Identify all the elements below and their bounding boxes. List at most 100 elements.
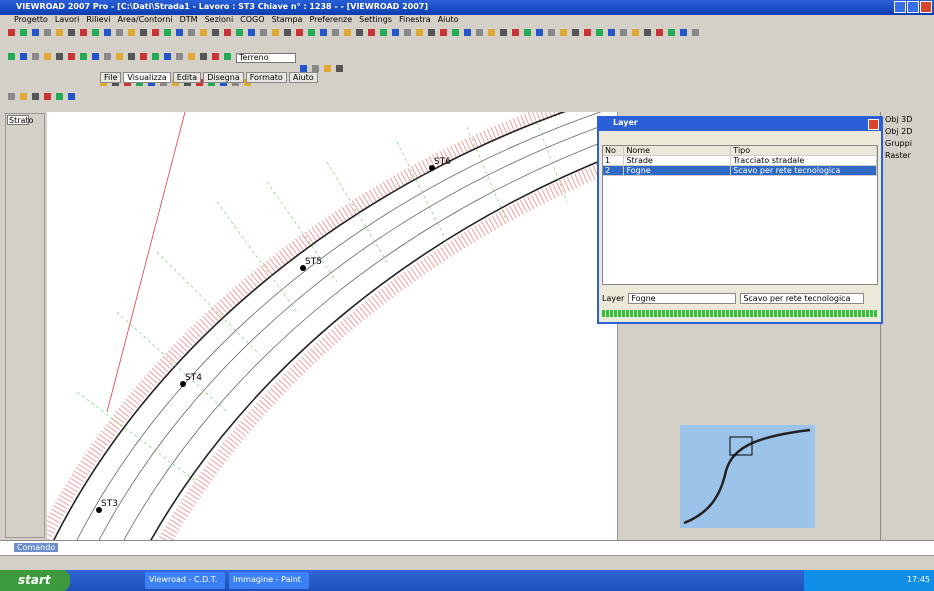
toolbar-icon[interactable] [296, 29, 303, 36]
toolbar-icon[interactable] [380, 29, 387, 36]
toolbar-icon[interactable] [428, 29, 435, 36]
toolbar-icon[interactable] [32, 53, 39, 60]
toolbar-icon[interactable] [308, 29, 315, 36]
toolbar-icon[interactable] [44, 93, 51, 100]
toolbar-icon[interactable] [260, 29, 267, 36]
toolbar-icon[interactable] [8, 29, 15, 36]
toolbar-icon[interactable] [128, 53, 135, 60]
toolbar-icon[interactable] [476, 29, 483, 36]
toolbar-icon[interactable] [224, 53, 231, 60]
toolbar-icon[interactable] [312, 65, 319, 72]
toolbar-icon[interactable] [596, 29, 603, 36]
toolbar-icon[interactable] [20, 53, 27, 60]
toolbar-icon[interactable] [116, 53, 123, 60]
toolbar-icon[interactable] [32, 29, 39, 36]
toolbar-icon[interactable] [188, 53, 195, 60]
toolbar-icon[interactable] [284, 29, 291, 36]
toolbar-icon[interactable] [212, 29, 219, 36]
menu-item[interactable]: COGO [240, 15, 264, 27]
toolbar-icon[interactable] [56, 93, 63, 100]
toolbar-icon[interactable] [392, 29, 399, 36]
toolbar-icon[interactable] [8, 93, 15, 100]
tab[interactable]: Aiuto [289, 72, 318, 83]
edit-name[interactable]: Fogne [628, 293, 736, 304]
toolbar-icon[interactable] [236, 29, 243, 36]
toolbar-icon[interactable] [44, 29, 51, 36]
toolbar-icon[interactable] [164, 53, 171, 60]
menu-item[interactable]: Lavori [55, 15, 80, 27]
toolbar-icon[interactable] [440, 29, 447, 36]
toolbar-icon[interactable] [20, 93, 27, 100]
close[interactable] [920, 1, 932, 13]
toolbar-icon[interactable] [344, 29, 351, 36]
toolbar-icon[interactable] [44, 53, 51, 60]
toolbar-icon[interactable] [164, 29, 171, 36]
toolbar-icon[interactable] [404, 29, 411, 36]
menu-item[interactable]: DTM [180, 15, 198, 27]
toolbar-icon[interactable] [116, 29, 123, 36]
tab[interactable]: Visualizza [123, 72, 170, 83]
toolbar-icon[interactable] [680, 29, 687, 36]
menu-item[interactable]: Sezioni [205, 15, 234, 27]
toolbar-icon[interactable] [8, 53, 15, 60]
dialog-close[interactable] [868, 119, 879, 130]
menu-item[interactable]: Finestra [399, 15, 431, 27]
toolbar-icon[interactable] [332, 29, 339, 36]
toolbar-icon[interactable] [668, 29, 675, 36]
toolbar-icon[interactable] [336, 65, 343, 72]
toolbar-icon[interactable] [188, 29, 195, 36]
toolbar-icon[interactable] [572, 29, 579, 36]
toolbar-icon[interactable] [608, 29, 615, 36]
toolbar-icon[interactable] [56, 53, 63, 60]
toolbar-icon[interactable] [80, 29, 87, 36]
panel-item[interactable]: Obj 3D [885, 114, 930, 126]
toolbar-icon[interactable] [584, 29, 591, 36]
toolbar-icon[interactable] [92, 53, 99, 60]
toolbar-icon[interactable] [464, 29, 471, 36]
toolbar-icon[interactable] [548, 29, 555, 36]
toolbar-icon[interactable] [140, 53, 147, 60]
maximize[interactable] [907, 1, 919, 13]
menu-item[interactable]: Area/Contorni [117, 15, 172, 27]
toolbar-icon[interactable] [80, 53, 87, 60]
toolbar-icon[interactable] [500, 29, 507, 36]
toolbar-icon[interactable] [488, 29, 495, 36]
toolbar-icon[interactable] [224, 29, 231, 36]
toolbar-icon[interactable] [644, 29, 651, 36]
toolbar-icon[interactable] [272, 29, 279, 36]
toolbar-icon[interactable] [104, 29, 111, 36]
toolbar-icon[interactable] [20, 29, 27, 36]
edit-type[interactable]: Scavo per rete tecnologica [740, 293, 864, 304]
toolbar-icon[interactable] [300, 65, 307, 72]
toolbar-icon[interactable] [176, 29, 183, 36]
menu-item[interactable]: Preferenze [309, 15, 352, 27]
toolbar-icon[interactable] [324, 65, 331, 72]
toolbar-icon[interactable] [200, 53, 207, 60]
start-button[interactable]: start [0, 570, 70, 591]
toolbar-icon[interactable] [152, 29, 159, 36]
toolbar-icon[interactable] [560, 29, 567, 36]
toolbar-icon[interactable] [176, 53, 183, 60]
menu-item[interactable]: Aiuto [438, 15, 459, 27]
tab[interactable]: File [100, 72, 121, 83]
menu-item[interactable]: Progetto [14, 15, 48, 27]
tab[interactable]: Edita [173, 72, 201, 83]
panel-item[interactable]: Raster [885, 150, 930, 162]
menu-item[interactable]: Rilievi [86, 15, 110, 27]
toolbar-icon[interactable] [92, 29, 99, 36]
toolbar-icon[interactable] [68, 29, 75, 36]
toolbar-icon[interactable] [68, 53, 75, 60]
toolbar-icon[interactable] [248, 29, 255, 36]
toolbar-icon[interactable] [152, 53, 159, 60]
toolbar-icon[interactable] [128, 29, 135, 36]
task-button[interactable]: Immagine - Paint [229, 572, 309, 589]
toolbar-icon[interactable] [692, 29, 699, 36]
toolbar-icon[interactable] [512, 29, 519, 36]
tab[interactable]: Formato [246, 72, 287, 83]
toolbar-icon[interactable] [56, 29, 63, 36]
toolbar-icon[interactable] [320, 29, 327, 36]
toolbar-icon[interactable] [104, 53, 111, 60]
task-button[interactable]: Viewroad - C.D.T. [145, 572, 225, 589]
toolbar-icon[interactable] [212, 53, 219, 60]
toolbar-icon[interactable] [140, 29, 147, 36]
